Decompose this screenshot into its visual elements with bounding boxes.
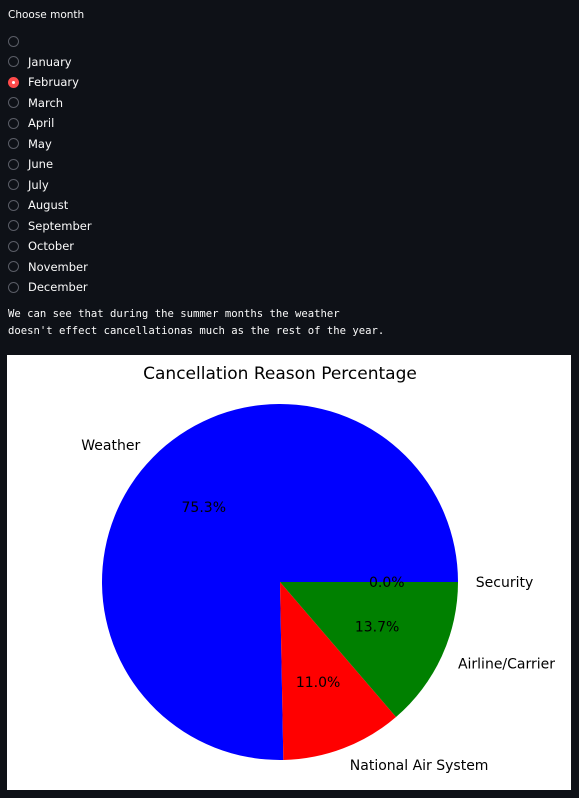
month-option-label: February: [28, 75, 79, 90]
month-option-april[interactable]: April: [8, 113, 92, 134]
month-selector-label: Choose month: [8, 9, 85, 21]
radio-button-icon[interactable]: [8, 76, 19, 88]
radio-button-icon[interactable]: [8, 158, 19, 170]
month-option-december[interactable]: December: [8, 277, 92, 298]
month-option-label: May: [28, 136, 52, 151]
month-option-november[interactable]: November: [8, 257, 92, 278]
month-radio-group: January February March April May June July Augu…: [8, 31, 92, 298]
radio-button-icon[interactable]: [8, 138, 19, 150]
radio-button-icon[interactable]: [8, 240, 19, 252]
month-option-label: August: [28, 198, 69, 213]
month-option-label: April: [28, 116, 55, 131]
radio-button-icon[interactable]: [8, 220, 19, 232]
weather-note-line-2: doesn't effect cancellationas much as th…: [8, 324, 385, 337]
month-option-september[interactable]: September: [8, 216, 92, 237]
radio-button-icon[interactable]: [8, 97, 19, 109]
slice-percent-national-air-system: 11.0%: [296, 675, 340, 691]
slice-percent-security: 0.0%: [369, 575, 405, 591]
month-option-august[interactable]: August: [8, 195, 92, 216]
cancellation-pie-chart: Cancellation Reason Percentage Security 0…: [7, 355, 571, 790]
month-option-label: July: [28, 177, 49, 192]
month-option-may[interactable]: May: [8, 134, 92, 155]
month-option-blank[interactable]: [8, 31, 92, 52]
chart-title: Cancellation Reason Percentage: [143, 364, 417, 384]
radio-button-icon[interactable]: [8, 281, 19, 293]
month-option-label: December: [28, 280, 88, 295]
month-option-june[interactable]: June: [8, 154, 92, 175]
month-option-july[interactable]: July: [8, 175, 92, 196]
slice-label-security: Security: [476, 575, 534, 591]
pie-chart-svg: Cancellation Reason Percentage Security 0…: [81, 364, 555, 774]
pie-labels: Security 0.0% Weather 75.3% National Air Sys…: [81, 438, 555, 774]
radio-button-icon[interactable]: [8, 117, 19, 129]
month-option-january[interactable]: January: [8, 52, 92, 73]
radio-button-icon[interactable]: [8, 179, 19, 191]
month-option-march[interactable]: March: [8, 93, 92, 114]
radio-button-icon[interactable]: [8, 56, 19, 68]
slice-percent-weather: 75.3%: [182, 500, 226, 516]
slice-percent-airline-carrier: 13.7%: [355, 620, 399, 636]
pie-slice-national-air-system: [280, 582, 397, 760]
radio-button-icon[interactable]: [8, 261, 19, 273]
month-option-february[interactable]: February: [8, 72, 92, 93]
month-option-label: June: [28, 157, 54, 172]
month-option-label: November: [28, 259, 88, 274]
radio-button-icon[interactable]: [8, 35, 19, 47]
slice-label-airline-carrier: Airline/Carrier: [458, 657, 555, 673]
month-option-label: October: [28, 239, 75, 254]
slice-label-national-air-system: National Air System: [350, 758, 489, 774]
pie-slice-airline-carrier: [280, 582, 458, 717]
pie-slices: [101, 404, 458, 760]
month-option-label: January: [28, 54, 72, 69]
weather-note-line-1: We can see that during the summer months…: [8, 308, 340, 320]
slice-label-weather: Weather: [81, 438, 140, 454]
month-option-label: September: [28, 218, 92, 233]
month-option-october[interactable]: October: [8, 236, 92, 257]
weather-note: We can see that during the summer months…: [8, 306, 384, 339]
month-option-label: March: [28, 95, 64, 110]
radio-button-icon[interactable]: [8, 199, 19, 211]
